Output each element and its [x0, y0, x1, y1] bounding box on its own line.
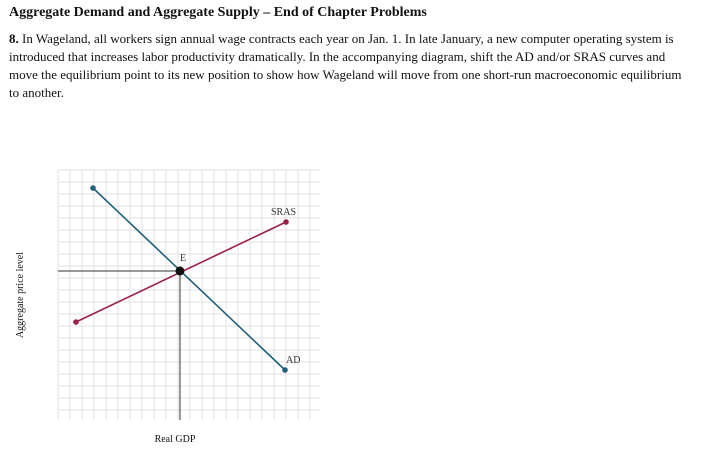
sras-curve-handle-right[interactable] [283, 219, 289, 225]
y-axis-label: Aggregate price level [15, 251, 26, 339]
sras-label: SRAS [271, 207, 296, 218]
sras-curve-handle-left[interactable] [73, 319, 79, 325]
problem-number: 8. [9, 31, 19, 46]
problem-body: In Wageland, all workers sign annual wag… [9, 31, 682, 100]
ad-curve-handle-top[interactable] [90, 185, 96, 191]
x-axis-label: Real GDP [154, 434, 196, 445]
equilibrium-point[interactable] [175, 266, 185, 276]
page-title: Aggregate Demand and Aggregate Supply – … [9, 5, 427, 20]
equilibrium-label: E [180, 253, 186, 264]
problem-text: 8. In Wageland, all workers sign annual … [9, 30, 689, 102]
ad-curve-handle-bottom[interactable] [282, 367, 288, 373]
ad-label: AD [286, 355, 300, 366]
ad-curve[interactable] [92, 187, 286, 371]
